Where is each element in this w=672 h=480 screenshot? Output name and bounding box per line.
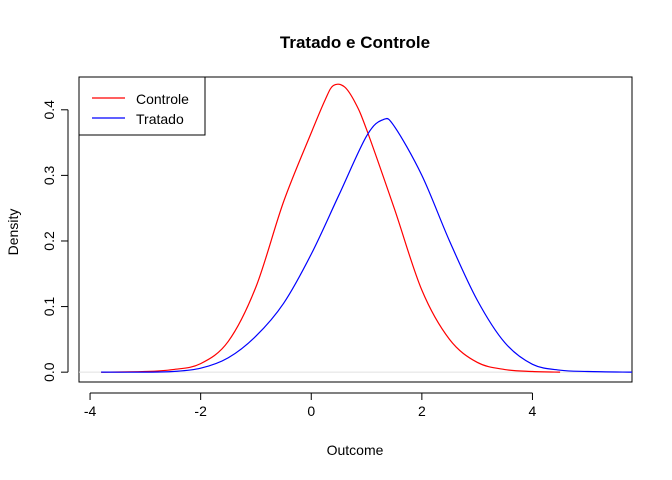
series-layer [101,83,633,373]
legend: Controle Tratado [78,76,206,136]
x-axis: -4 -2 0 2 4 [84,392,537,419]
y-tick-label: 0.0 [41,362,57,382]
legend-box [78,76,206,136]
series-line-controle [101,83,561,373]
y-tick-label: 0.3 [41,165,57,185]
legend-label-controle: Controle [136,91,189,107]
x-tick-label: 0 [307,403,315,419]
x-tick-label: 4 [529,403,537,419]
y-axis: 0.0 0.1 0.2 0.3 0.4 [41,100,69,382]
legend-label-tratado: Tratado [136,111,184,127]
series-line-tratado [101,117,633,373]
x-tick-label: -2 [194,403,207,419]
plot-area-border [78,76,633,383]
y-tick-label: 0.1 [41,297,57,317]
x-tick-label: -4 [84,403,97,419]
chart-title: Tratado e Controle [280,33,430,52]
y-tick-label: 0.4 [41,100,57,120]
y-axis-label: Density [5,209,21,256]
y-tick-label: 0.2 [41,231,57,251]
x-tick-label: 2 [418,403,426,419]
x-axis-label: Outcome [327,442,384,458]
